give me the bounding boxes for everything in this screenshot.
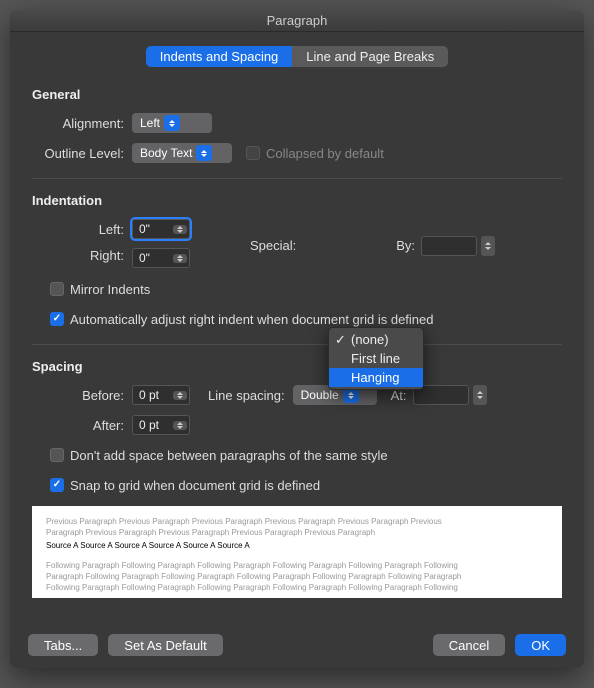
dialog-footer: Tabs... Set As Default Cancel OK xyxy=(10,622,584,668)
preview-prev-line: Previous Paragraph Previous Paragraph Pr… xyxy=(46,516,548,527)
ok-button[interactable]: OK xyxy=(515,634,566,656)
indent-right-label: Right: xyxy=(32,248,132,263)
before-label: Before: xyxy=(32,388,132,403)
auto-adjust-checkbox[interactable] xyxy=(50,312,64,326)
collapsed-checkbox xyxy=(246,146,260,160)
window-title: Paragraph xyxy=(10,10,584,32)
section-indentation-heading: Indentation xyxy=(32,193,562,208)
stepper-icon[interactable] xyxy=(173,391,187,400)
stepper-icon[interactable] xyxy=(173,225,187,234)
updown-icon xyxy=(196,145,212,161)
preview-sample-text: Source A Source A Source A Source A Sour… xyxy=(46,540,548,551)
preview-prev-line: Paragraph Previous Paragraph Previous Pa… xyxy=(46,527,548,538)
after-label: After: xyxy=(32,418,132,433)
section-general-heading: General xyxy=(32,87,562,102)
updown-icon xyxy=(164,115,180,131)
by-input[interactable] xyxy=(421,236,477,256)
preview-following-line: Following Paragraph Following Paragraph … xyxy=(46,560,548,571)
special-option-firstline[interactable]: First line xyxy=(329,349,423,368)
cancel-button[interactable]: Cancel xyxy=(433,634,505,656)
outline-level-label: Outline Level: xyxy=(32,146,132,161)
alignment-value: Left xyxy=(140,116,160,130)
mirror-indents-label: Mirror Indents xyxy=(70,282,150,297)
preview-following-line: Paragraph Following Paragraph Following … xyxy=(46,571,548,582)
after-value: 0 pt xyxy=(139,418,173,432)
stepper-icon[interactable] xyxy=(173,254,187,263)
at-stepper[interactable] xyxy=(473,385,487,405)
by-label: By: xyxy=(396,238,415,253)
dialog-content: General Alignment: Left Outline Level: B… xyxy=(10,73,584,622)
preview-following-line: Following Paragraph Following Paragraph … xyxy=(46,582,548,593)
linespacing-value: Double xyxy=(301,388,339,402)
before-input[interactable]: 0 pt xyxy=(132,385,190,405)
collapsed-label: Collapsed by default xyxy=(266,146,384,161)
by-stepper[interactable] xyxy=(481,236,495,256)
alignment-select[interactable]: Left xyxy=(132,113,212,133)
outline-level-select[interactable]: Body Text xyxy=(132,143,232,163)
dont-add-space-checkbox[interactable] xyxy=(50,448,64,462)
preview-pane: Previous Paragraph Previous Paragraph Pr… xyxy=(32,506,562,598)
alignment-label: Alignment: xyxy=(32,116,132,131)
auto-adjust-label: Automatically adjust right indent when d… xyxy=(70,312,434,327)
dont-add-space-label: Don't add space between paragraphs of th… xyxy=(70,448,388,463)
snap-to-grid-label: Snap to grid when document grid is defin… xyxy=(70,478,320,493)
special-option-none[interactable]: (none) xyxy=(329,330,423,349)
tabs-button[interactable]: Tabs... xyxy=(28,634,98,656)
linespacing-label: Line spacing: xyxy=(208,388,285,403)
mirror-indents-checkbox[interactable] xyxy=(50,282,64,296)
tab-indents-spacing[interactable]: Indents and Spacing xyxy=(146,46,293,67)
set-default-button[interactable]: Set As Default xyxy=(108,634,222,656)
after-input[interactable]: 0 pt xyxy=(132,415,190,435)
tab-bar: Indents and Spacing Line and Page Breaks xyxy=(146,46,448,67)
before-value: 0 pt xyxy=(139,388,173,402)
stepper-icon[interactable] xyxy=(173,421,187,430)
indent-right-value: 0" xyxy=(139,251,173,265)
indent-right-input[interactable]: 0" xyxy=(132,248,190,268)
section-spacing-heading: Spacing xyxy=(32,359,562,374)
indent-left-value: 0" xyxy=(139,222,173,236)
indent-left-label: Left: xyxy=(32,222,132,237)
special-dropdown-popup[interactable]: (none) First line Hanging xyxy=(328,327,424,390)
divider xyxy=(32,344,562,345)
special-option-hanging[interactable]: Hanging xyxy=(329,368,423,387)
indent-left-input[interactable]: 0" xyxy=(132,219,190,239)
special-label: Special: xyxy=(250,238,296,253)
snap-to-grid-checkbox[interactable] xyxy=(50,478,64,492)
tab-line-page-breaks[interactable]: Line and Page Breaks xyxy=(292,46,448,67)
paragraph-dialog: Paragraph Indents and Spacing Line and P… xyxy=(10,10,584,668)
divider xyxy=(32,178,562,179)
outline-level-value: Body Text xyxy=(140,146,192,160)
